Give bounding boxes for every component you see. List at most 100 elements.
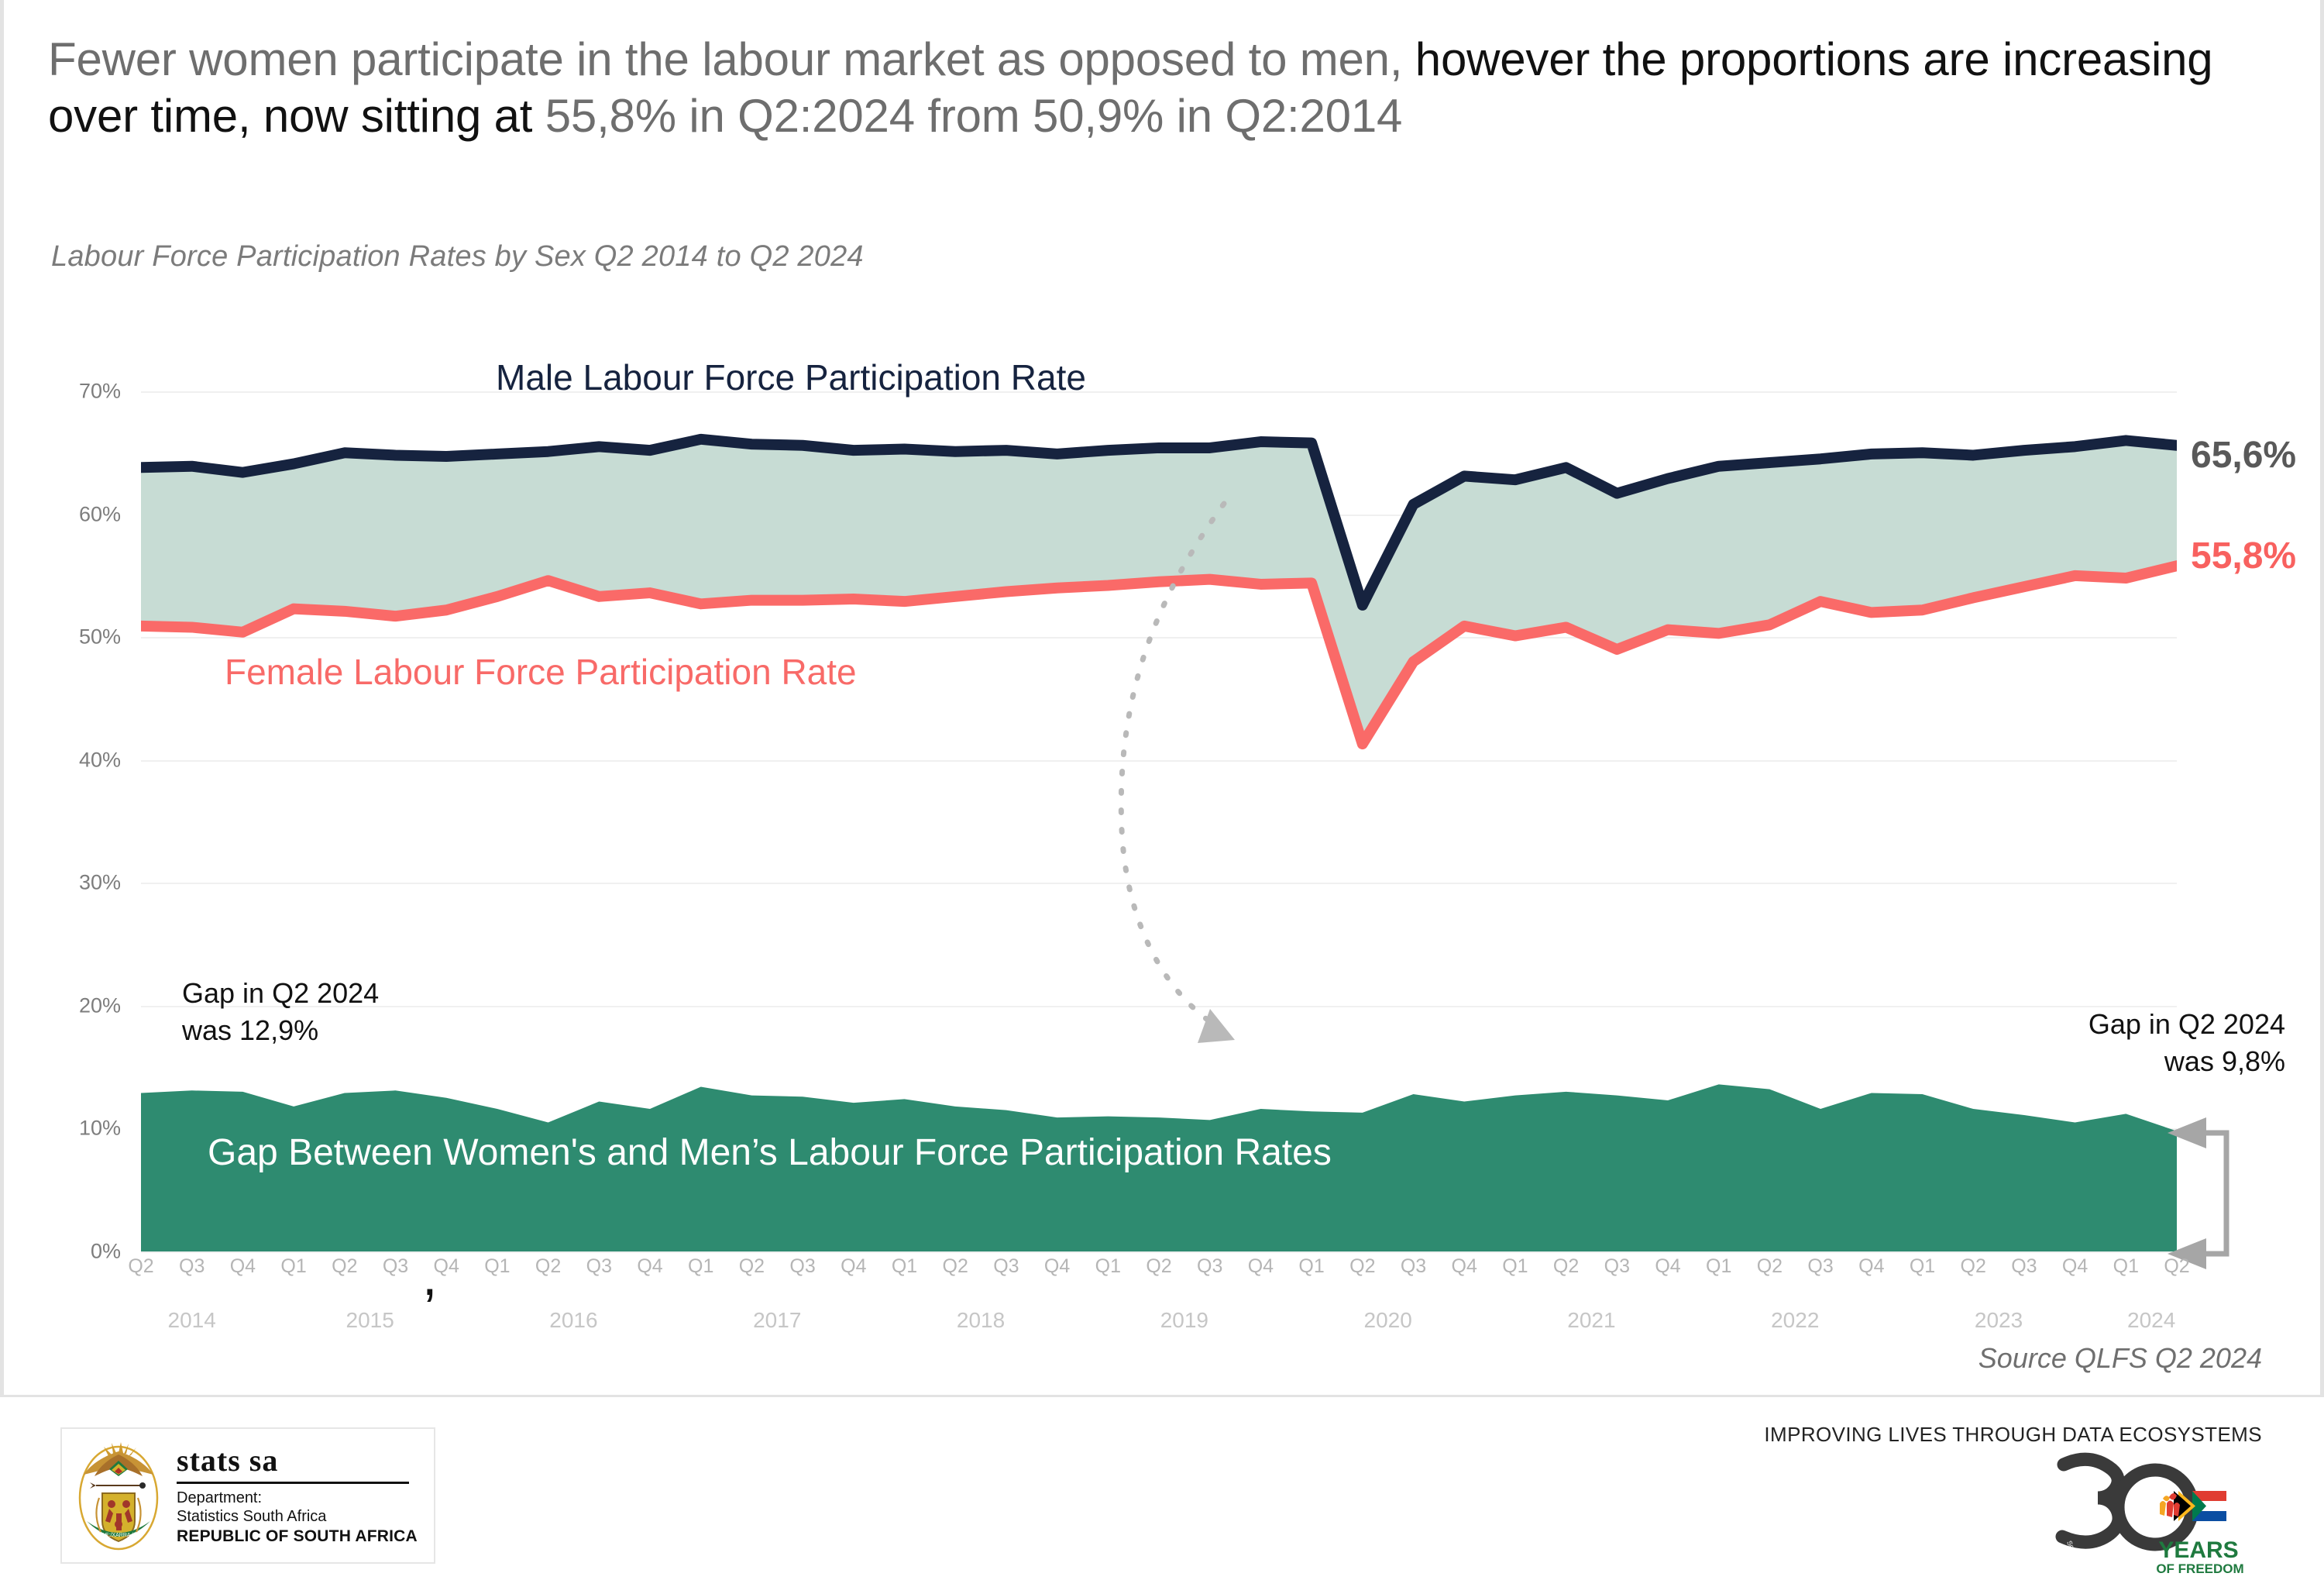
gap-bracket-icon bbox=[2168, 1117, 2229, 1269]
x-axis-quarter-tick: Q2 bbox=[738, 1255, 765, 1277]
x-axis-quarter-tick: Q4 bbox=[1655, 1255, 1681, 1277]
x-axis-quarter-tick: Q2 bbox=[1146, 1255, 1172, 1277]
x-axis-quarter-tick: Q2 bbox=[1552, 1255, 1580, 1277]
source-note: Source QLFS Q2 2024 bbox=[1978, 1342, 2262, 1374]
x-axis-quarter-tick: Q1 bbox=[1909, 1255, 1936, 1277]
series-label-gap: Gap Between Women's and Men’s Labour For… bbox=[208, 1132, 1332, 1173]
x-axis-quarter-tick: Q3 bbox=[586, 1255, 612, 1277]
headline-part-1: Fewer women participate in the labour ma… bbox=[48, 33, 1403, 85]
x-axis-year-label: 2017 bbox=[753, 1308, 802, 1332]
y-axis-tick: 40% bbox=[78, 748, 121, 772]
callout-arrow-icon bbox=[1118, 501, 1235, 1043]
years-arc-text: South Africa 1994 - 2024 bbox=[2040, 1451, 2107, 1570]
annotation-right-gap: Gap in Q2 2024 was 9,8% bbox=[2088, 1008, 2285, 1078]
statssa-logo-text: stats sa Department: Statistics South Af… bbox=[177, 1442, 418, 1546]
gridline bbox=[141, 1251, 2177, 1253]
x-axis-quarter-tick: Q2 bbox=[2164, 1255, 2190, 1277]
x-axis-year-label: 2021 bbox=[1567, 1308, 1616, 1332]
years-word: YEARS bbox=[2158, 1537, 2238, 1563]
male-line-series bbox=[141, 439, 2177, 605]
department-line-2: Statistics South Africa bbox=[177, 1508, 327, 1526]
x-axis-quarter-tick: Q3 bbox=[382, 1255, 409, 1277]
y-axis-tick: 0% bbox=[90, 1239, 121, 1263]
x-axis-quarter-tick: Q2 bbox=[1960, 1255, 1986, 1277]
gridline bbox=[141, 637, 2177, 639]
gridline bbox=[141, 759, 2177, 762]
y-axis-tick: 10% bbox=[78, 1116, 121, 1140]
y-axis-tick: 30% bbox=[78, 870, 121, 894]
x-axis-quarter-tick: Q1 bbox=[1502, 1255, 1528, 1277]
x-axis-quarter-tick: Q2 bbox=[128, 1255, 154, 1277]
x-axis-quarter-tick: Q2 bbox=[1349, 1255, 1376, 1277]
x-axis-quarter-tick: Q1 bbox=[891, 1255, 918, 1277]
x-axis-quarter-tick: Q3 bbox=[1604, 1255, 1630, 1277]
x-axis-quarter-tick: Q3 bbox=[1807, 1255, 1834, 1277]
end-label-female: 55,8% bbox=[2191, 535, 2297, 577]
x-axis-quarter-tick: Q4 bbox=[637, 1255, 663, 1277]
x-axis-quarter-tick: Q4 bbox=[2061, 1255, 2089, 1277]
chart-canvas bbox=[141, 391, 2177, 1251]
x-axis-quarter-tick: Q4 bbox=[1043, 1255, 1071, 1277]
x-axis-quarter-tick: Q3 bbox=[993, 1255, 1019, 1277]
y-axis-tick: 60% bbox=[78, 502, 121, 526]
coat-of-arms-icon: !KE E:/XARRA //KE bbox=[78, 1442, 159, 1551]
page-title: Fewer women participate in the labour ma… bbox=[48, 31, 2248, 144]
x-axis-quarter-tick: Q2 bbox=[942, 1255, 968, 1277]
x-axis-year-label: 2015 bbox=[346, 1308, 394, 1332]
thirty-years-of-freedom-logo: YEARS OF FREEDOM South Africa 1994 - 202… bbox=[2040, 1451, 2244, 1576]
x-axis-quarter-tick: Q2 bbox=[332, 1255, 358, 1277]
gridline bbox=[141, 1005, 2177, 1007]
x-axis-year-label: 2024 bbox=[2126, 1308, 2176, 1332]
x-axis-quarter-tick: Q3 bbox=[1197, 1255, 1223, 1277]
x-axis-quarter-tick: Q1 bbox=[2113, 1255, 2139, 1277]
svg-text:!KE E:/XARRA //KE: !KE E:/XARRA //KE bbox=[95, 1533, 143, 1538]
statssa-wordmark: stats sa bbox=[177, 1442, 279, 1478]
y-axis-tick: 20% bbox=[78, 993, 121, 1017]
x-axis-quarter-tick: Q4 bbox=[841, 1255, 867, 1277]
x-axis-quarter-tick: Q3 bbox=[2011, 1255, 2037, 1277]
x-axis-year-label: 2014 bbox=[167, 1308, 216, 1332]
x-axis-quarter-tick: Q2 bbox=[535, 1255, 562, 1277]
end-label-male: 65,6% bbox=[2191, 435, 2297, 476]
headline-part-3: 55,8% in Q2:2024 from 50,9% in Q2:2014 bbox=[545, 90, 1403, 143]
gridline bbox=[141, 883, 2177, 885]
x-axis-quarter-tick: Q4 bbox=[1451, 1255, 1477, 1277]
x-axis-quarter-tick: Q4 bbox=[1858, 1255, 1885, 1277]
x-axis-year-label: 2019 bbox=[1160, 1308, 1208, 1332]
x-axis-year-label: 2022 bbox=[1771, 1308, 1820, 1332]
y-axis-tick: 70% bbox=[78, 379, 121, 403]
stray-comma-mark: , bbox=[422, 1246, 438, 1306]
department-line-1: Department: bbox=[177, 1489, 263, 1506]
department-line-3: REPUBLIC OF SOUTH AFRICA bbox=[177, 1527, 418, 1545]
x-axis-quarter-tick: Q4 bbox=[433, 1255, 459, 1277]
y-axis-tick: 50% bbox=[78, 625, 121, 649]
x-axis-year-label: 2023 bbox=[1974, 1308, 2023, 1332]
x-axis-quarter-tick: Q4 bbox=[1247, 1255, 1274, 1277]
x-axis-year-label: 2020 bbox=[1363, 1308, 1412, 1332]
x-axis: Q2 Q3 Q4 Q1 Q2 Q3 Q4 Q1 Q2 Q3 Q4 Q1 Q2 Q3 Q4 Q1 Q2 Q3 Q4 Q1… bbox=[128, 1255, 2189, 1372]
band-between-series bbox=[141, 439, 2177, 745]
statssa-logo-rule bbox=[177, 1481, 409, 1484]
headline-part-2: however the proportions are increasing o… bbox=[48, 33, 2213, 143]
years-subtitle: OF FREEDOM bbox=[2156, 1561, 2243, 1576]
gap-area-series bbox=[141, 1084, 2177, 1251]
x-axis-quarter-tick: Q3 bbox=[179, 1255, 205, 1277]
statssa-logo: !KE E:/XARRA //KE stats sa Department: S… bbox=[60, 1427, 435, 1564]
footer-divider bbox=[0, 1395, 2324, 1397]
series-label-female: Female Labour Force Participation Rate bbox=[225, 652, 857, 692]
annotation-left-gap: Gap in Q2 2024 was 12,9% bbox=[182, 977, 380, 1047]
slide-left-edge bbox=[0, 0, 4, 1395]
y-axis: 0% 10% 20% 30% 40% 50% 60% 70% bbox=[0, 380, 139, 1263]
x-axis-quarter-tick: Q4 bbox=[229, 1255, 256, 1277]
footer-tagline: IMPROVING LIVES THROUGH DATA ECOSYSTEMS bbox=[1764, 1423, 2262, 1446]
x-axis-quarter-tick: Q3 bbox=[789, 1255, 816, 1277]
x-axis-year-label: 2016 bbox=[549, 1308, 598, 1332]
x-axis-quarter-tick: Q1 bbox=[1095, 1255, 1121, 1277]
x-axis-year-label: 2018 bbox=[956, 1308, 1006, 1332]
female-line-series bbox=[141, 566, 2177, 744]
x-axis-quarter-tick: Q1 bbox=[280, 1255, 307, 1277]
x-axis-quarter-tick: Q1 bbox=[1706, 1255, 1732, 1277]
slide-footer: !KE E:/XARRA //KE stats sa Department: S… bbox=[0, 1395, 2324, 1587]
x-axis-quarter-tick: Q1 bbox=[484, 1255, 511, 1277]
x-axis-quarter-tick: Q2 bbox=[1756, 1255, 1783, 1277]
